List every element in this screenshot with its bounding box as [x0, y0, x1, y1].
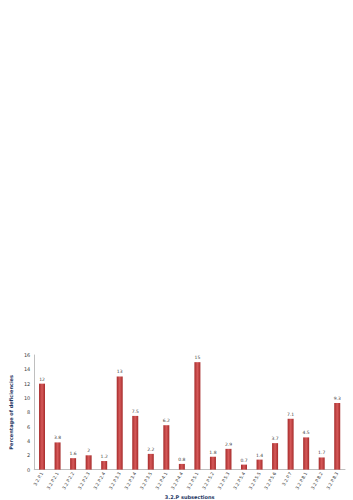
- svg-text:3.2.P.8.3: 3.2.P.8.3: [326, 471, 340, 490]
- svg-text:10: 10: [24, 395, 30, 401]
- svg-text:Percentage of deficiencies: Percentage of deficiencies: [8, 375, 15, 450]
- svg-text:3.2.P.2.4: 3.2.P.2.4: [92, 471, 106, 490]
- svg-text:0: 0: [27, 467, 30, 473]
- svg-text:16: 16: [24, 352, 30, 358]
- svg-text:4: 4: [27, 438, 30, 444]
- svg-text:0.8: 0.8: [178, 457, 185, 462]
- svg-text:3.2.P subsections: 3.2.P subsections: [165, 494, 215, 500]
- svg-text:1.4: 1.4: [256, 453, 263, 458]
- svg-text:12: 12: [24, 381, 30, 387]
- svg-text:3.2.P.2.2: 3.2.P.2.2: [61, 471, 75, 490]
- svg-text:3.2.P.1: 3.2.P.1: [32, 471, 44, 486]
- svg-text:7.5: 7.5: [132, 409, 139, 414]
- svg-text:3.2.P.5.5: 3.2.P.5.5: [248, 471, 262, 490]
- svg-text:3.7: 3.7: [271, 436, 278, 441]
- svg-text:3.2.P.2.3: 3.2.P.2.3: [77, 471, 91, 490]
- svg-text:3.2.P.4.4: 3.2.P.4.4: [170, 471, 184, 490]
- svg-text:2.9: 2.9: [225, 442, 232, 447]
- svg-text:3.2.P.3.5: 3.2.P.3.5: [139, 471, 153, 490]
- svg-text:1.8: 1.8: [209, 450, 216, 455]
- svg-text:1.2: 1.2: [101, 454, 108, 459]
- svg-text:3.2.P.3.3: 3.2.P.3.3: [108, 471, 122, 490]
- svg-text:6: 6: [27, 424, 30, 430]
- svg-text:3.2.P.8.1: 3.2.P.8.1: [294, 471, 308, 490]
- svg-text:3.2.P.8.2: 3.2.P.8.2: [310, 471, 324, 490]
- svg-text:6.2: 6.2: [163, 418, 170, 423]
- svg-text:0.7: 0.7: [240, 458, 247, 463]
- svg-text:13: 13: [117, 369, 123, 374]
- svg-text:12: 12: [39, 377, 45, 382]
- svg-text:3.8: 3.8: [54, 435, 61, 440]
- svg-text:3.2.P.7: 3.2.P.7: [281, 471, 293, 486]
- svg-text:2: 2: [87, 448, 90, 453]
- svg-text:15: 15: [195, 355, 201, 360]
- svg-text:2.2: 2.2: [147, 447, 154, 452]
- svg-text:3.2.P.5.1: 3.2.P.5.1: [186, 471, 200, 490]
- svg-text:3.2.P.3.4: 3.2.P.3.4: [124, 471, 138, 490]
- svg-text:1.7: 1.7: [318, 450, 325, 455]
- svg-text:4.5: 4.5: [303, 430, 310, 435]
- svg-text:7.1: 7.1: [287, 412, 294, 417]
- svg-text:3.2.P.5.6: 3.2.P.5.6: [263, 471, 277, 490]
- svg-text:14: 14: [24, 366, 30, 372]
- svg-text:3.2.P.5.3: 3.2.P.5.3: [217, 471, 231, 490]
- svg-text:8: 8: [27, 409, 30, 415]
- svg-text:3.2.P.5.4: 3.2.P.5.4: [232, 471, 246, 490]
- svg-text:1.6: 1.6: [70, 451, 77, 456]
- svg-text:9.3: 9.3: [334, 396, 341, 401]
- svg-text:3.2.P.5.2: 3.2.P.5.2: [201, 471, 215, 490]
- svg-text:3.2.P.4.1: 3.2.P.4.1: [155, 471, 169, 490]
- svg-text:2: 2: [27, 452, 30, 458]
- svg-text:3.2.P.2.1: 3.2.P.2.1: [46, 471, 60, 490]
